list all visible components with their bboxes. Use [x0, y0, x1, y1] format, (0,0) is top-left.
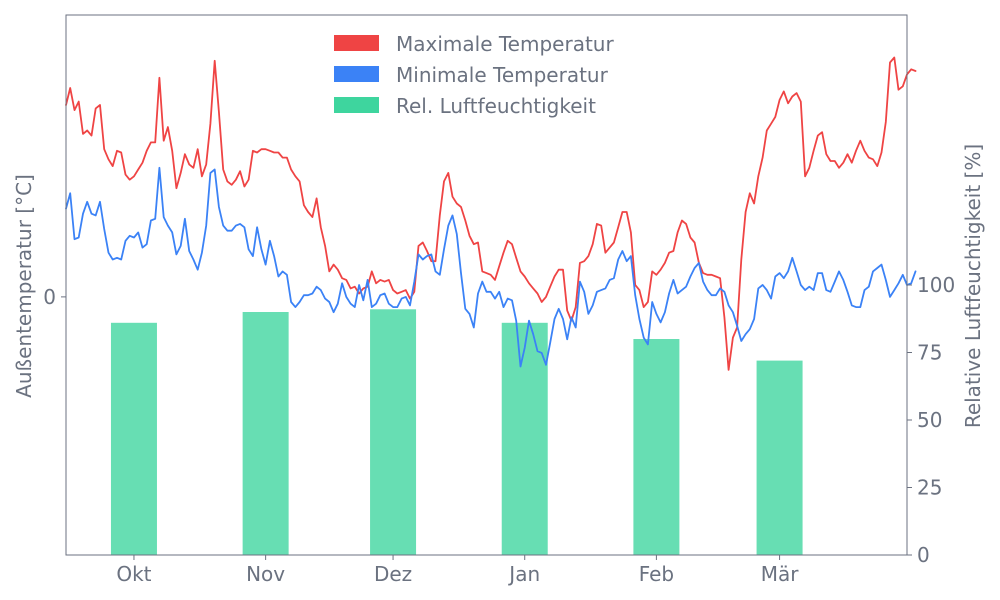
axes: Okt Nov Dez Jan Feb Mär 0 0 25 50 75 100 Außentemper…: [12, 14, 985, 586]
legend-min-temperature-swatch: [334, 66, 379, 82]
x-tick-label-Dez: Dez: [374, 562, 412, 586]
y-right-tick-label-25: 25: [917, 476, 942, 500]
humidity-bar-2024-02-01: [633, 339, 680, 555]
humidity-bar-2023-10-01: [110, 322, 157, 555]
legend: Maximale Temperatur Minimale Temperatur Re…: [334, 32, 614, 118]
x-tick-label-Okt: Okt: [116, 562, 151, 586]
temperature-lines: [65, 56, 917, 371]
x-tick-label-Jan: Jan: [507, 562, 540, 586]
y-left-axis-label: Außentemperatur [°C]: [12, 174, 36, 398]
legend-max-temperature-label: Maximale Temperatur: [396, 32, 614, 56]
x-tick-label-Nov: Nov: [246, 562, 285, 586]
min-temperature-line: [65, 166, 917, 368]
legend-min-temperature-label: Minimale Temperatur: [396, 63, 609, 87]
max-temperature-line: [65, 56, 917, 371]
x-tick-label-Mär: Mär: [761, 562, 800, 586]
legend-max-temperature-swatch: [334, 35, 379, 51]
humidity-bars: [110, 309, 803, 555]
y-right-tick-label-50: 50: [917, 408, 942, 432]
y-right-tick-label-100: 100: [917, 273, 955, 297]
humidity-bar-2024-03-01: [756, 360, 803, 555]
y-right-tick-label-75: 75: [917, 341, 942, 365]
y-right-axis-label: Relative Luftfeuchtigkeit [%]: [961, 144, 985, 428]
humidity-bar-2024-01-01: [501, 322, 548, 555]
humidity-bar-2023-11-01: [242, 312, 289, 555]
y-right-tick-label-0: 0: [917, 543, 930, 567]
humidity-bar-2023-12-01: [370, 309, 417, 555]
x-tick-label-Feb: Feb: [639, 562, 674, 586]
y-left-tick-label: 0: [43, 285, 56, 309]
legend-humidity-swatch: [334, 97, 379, 113]
legend-humidity-label: Rel. Luftfeuchtigkeit: [396, 94, 596, 118]
